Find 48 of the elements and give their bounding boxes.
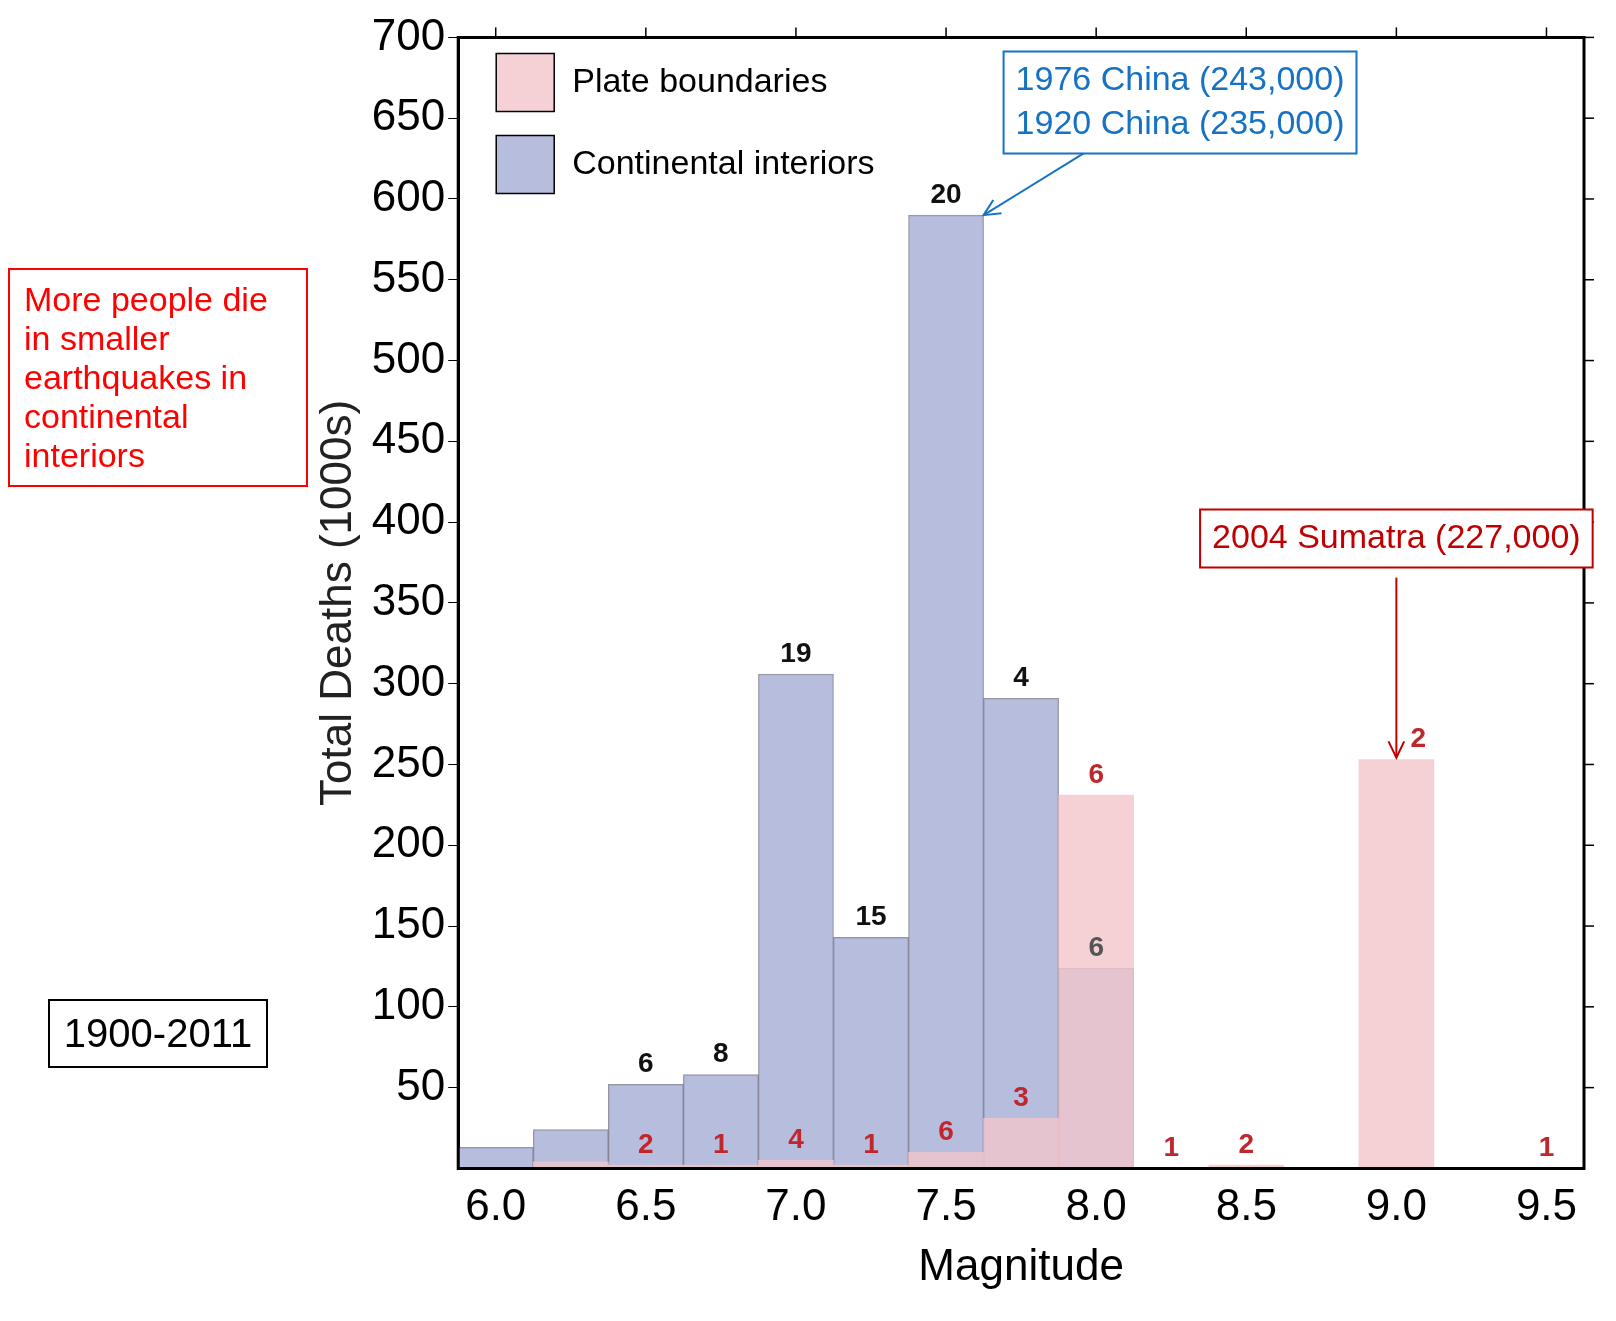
annotation: 2 <box>1238 1127 1255 1159</box>
annotation: 3 <box>1013 1081 1029 1113</box>
legend-label: Plate boundaries <box>572 60 828 99</box>
x-tick-label: 9.5 <box>1515 1179 1578 1229</box>
annotation: 8 <box>713 1037 729 1069</box>
text: 1900-2011 <box>47 999 269 1068</box>
annotation: 19 <box>780 636 812 668</box>
annotation: 2 <box>638 1127 654 1159</box>
legend-label: Continental interiors <box>572 142 875 181</box>
annotation: 1 <box>713 1127 729 1159</box>
x-tick-label: 7.0 <box>765 1179 827 1229</box>
text: More people die in smaller earthquakes in continental interiors <box>8 268 308 487</box>
x-tick-label: 8.5 <box>1215 1179 1277 1229</box>
y-tick-label: 550 <box>371 251 446 301</box>
annotation: 6 <box>638 1047 654 1079</box>
x-tick-label: 7.5 <box>915 1179 977 1229</box>
y-tick-label: 400 <box>371 494 446 544</box>
annotation: 4 <box>788 1123 805 1155</box>
y-tick-label: 150 <box>371 898 446 948</box>
annotation: 1976 China (243,000) 1920 China (235,000) <box>1015 58 1345 141</box>
annotation: 4 <box>1013 660 1030 692</box>
annotation: 6 <box>938 1114 954 1146</box>
annotation: 1 <box>863 1127 879 1159</box>
y-tick-label: 700 <box>371 9 446 59</box>
x-tick-label: 8.0 <box>1065 1179 1127 1229</box>
y-tick-label: 600 <box>371 171 446 221</box>
y-tick-label: 200 <box>371 817 446 867</box>
annotation: 6 <box>1088 930 1104 962</box>
y-axis-title: Total Deaths (1000s) <box>310 399 360 806</box>
annotation: 6 <box>1088 757 1104 789</box>
y-tick-label: 100 <box>371 978 446 1028</box>
y-tick-label: 300 <box>371 655 446 705</box>
annotation: 15 <box>855 900 887 932</box>
x-tick-label: 9.0 <box>1365 1179 1427 1229</box>
annotation: 2 <box>1410 722 1427 754</box>
annotation: 1 <box>1538 1131 1555 1163</box>
x-tick-label: 6.0 <box>465 1179 527 1229</box>
y-tick-label: 350 <box>371 575 446 625</box>
annotation: 20 <box>930 177 962 209</box>
y-tick-label: 650 <box>371 90 446 140</box>
x-axis-title: Magnitude <box>918 1239 1124 1289</box>
annotation: 1 <box>1163 1131 1179 1163</box>
y-tick-label: 50 <box>396 1059 446 1109</box>
x-tick-label: 6.5 <box>615 1179 677 1229</box>
y-tick-label: 500 <box>371 332 446 382</box>
annotation: 2004 Sumatra (227,000) <box>1212 517 1581 555</box>
y-tick-label: 250 <box>371 736 446 786</box>
y-tick-label: 450 <box>371 413 446 463</box>
